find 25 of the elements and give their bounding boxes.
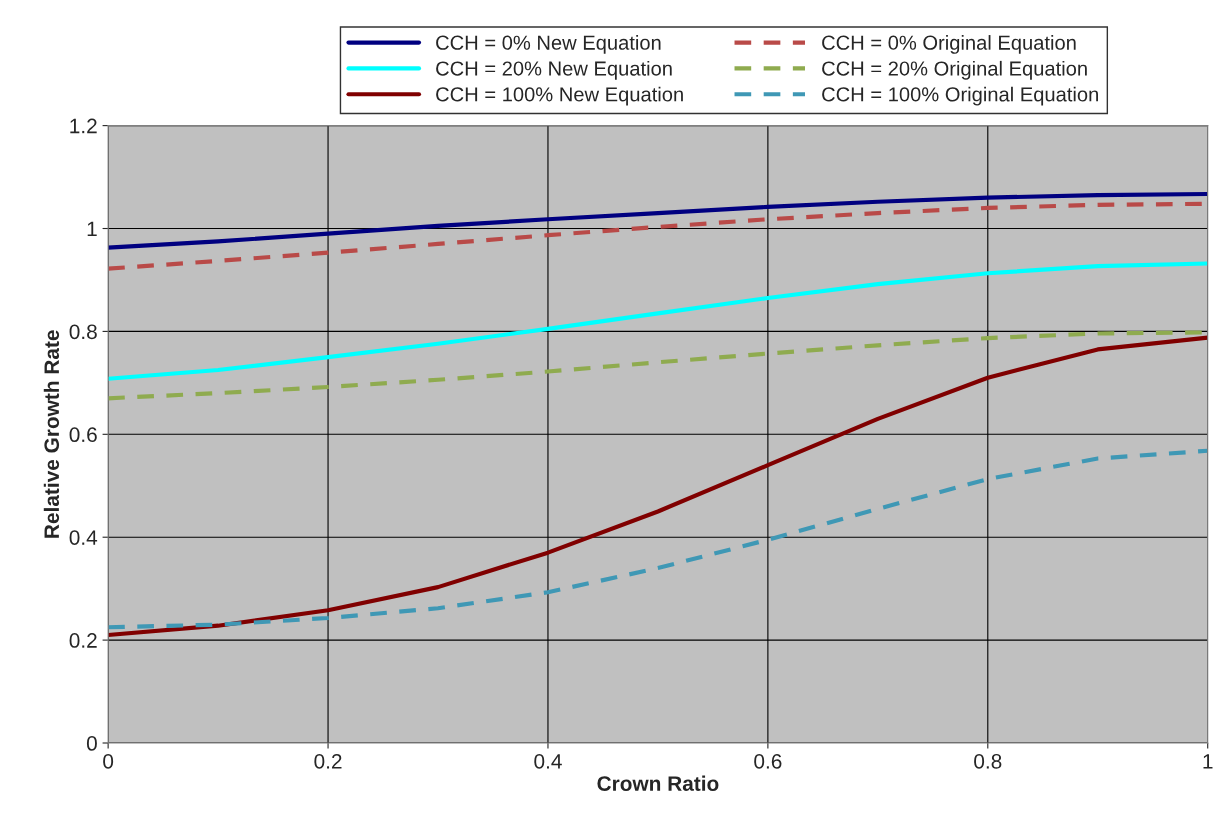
legend-label: CCH = 0% New Equation [436,35,661,54]
y-tick-label: 0.6 [69,427,97,443]
x-tick-label: 0.8 [974,753,1002,769]
y-tick-label: 1.2 [70,118,97,134]
legend-label: CCH = 100% New Equation [436,86,683,106]
x-axis-title: Crown Ratio [597,775,719,791]
line-series [108,261,1208,381]
line-series [108,191,1208,250]
x-tick-label: 0.2 [314,753,342,769]
y-tick-label: 0.8 [69,324,97,340]
x-tick-label: 0 [103,753,114,769]
legend-label: CCH = 20% New Equation [436,60,672,80]
line-series [108,335,1208,638]
legend-label: CCH = 0% Original Equation [822,35,1076,54]
y-tick-label: 1 [87,221,97,237]
legend-label: CCH = 20% Original Equation [822,60,1087,80]
y-tick-label: 0 [86,736,97,751]
y-tick-label: 0.4 [69,530,98,545]
x-tick-label: 0.4 [534,753,562,769]
line-series [108,448,1208,630]
x-tick-label: 0.6 [754,753,782,769]
x-tick-label: 1 [1203,754,1213,769]
y-axis-title: Relative Growth Rate [43,330,60,538]
legend-label: CCH = 100% Original Equation [822,86,1098,106]
y-tick-label: 0.2 [69,633,97,648]
